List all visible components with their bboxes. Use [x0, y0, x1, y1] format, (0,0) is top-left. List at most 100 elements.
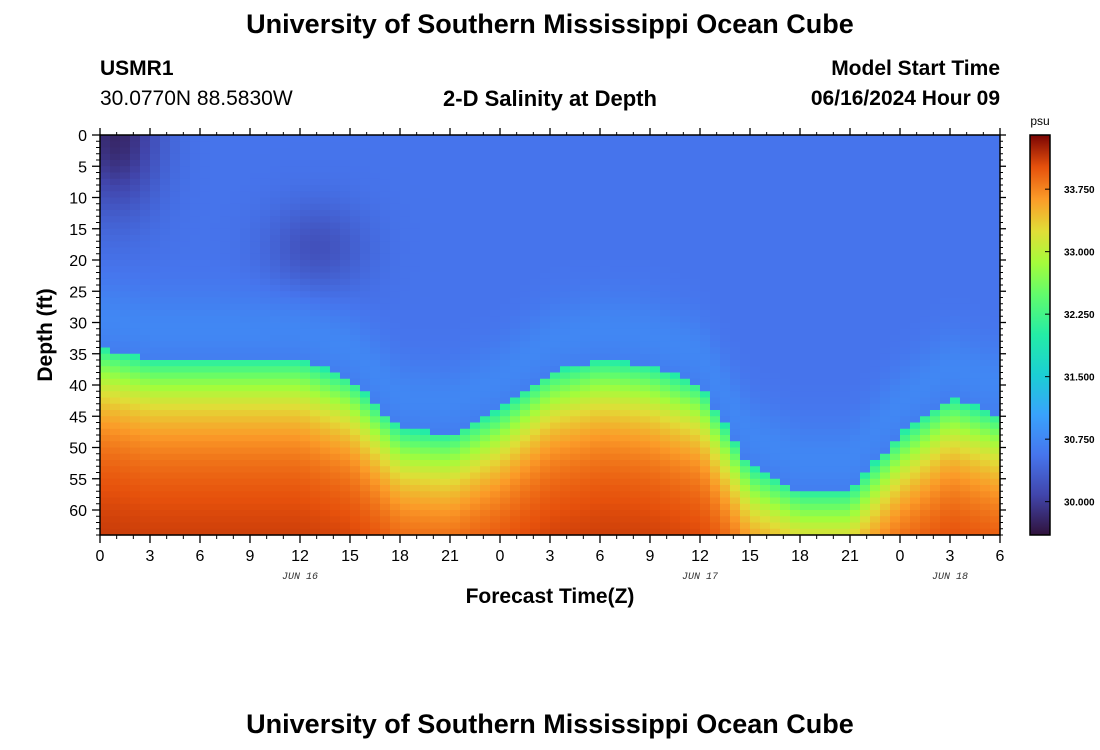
heatmap-cell	[810, 503, 821, 511]
heatmap-cell	[350, 366, 361, 374]
heatmap-cell	[230, 191, 241, 199]
heatmap-cell	[420, 353, 431, 361]
heatmap-cell	[590, 497, 601, 505]
heatmap-cell	[240, 210, 251, 217]
heatmap-cell	[640, 397, 651, 405]
heatmap-cell	[810, 247, 821, 255]
heatmap-cell	[670, 435, 681, 442]
heatmap-cell	[380, 385, 391, 392]
heatmap-cell	[540, 341, 551, 349]
heatmap-cell	[660, 410, 671, 417]
heatmap-cell	[180, 303, 191, 311]
heatmap-cell	[860, 222, 871, 230]
heatmap-cell	[380, 441, 391, 449]
heatmap-cell	[460, 228, 471, 236]
heatmap-cell	[540, 322, 551, 330]
heatmap-cell	[630, 403, 641, 411]
heatmap-cell	[120, 316, 131, 324]
heatmap-cell	[410, 303, 421, 311]
heatmap-cell	[270, 328, 281, 336]
heatmap-cell	[620, 353, 631, 361]
heatmap-cell	[680, 178, 691, 186]
heatmap-cell	[510, 453, 521, 461]
heatmap-cell	[840, 203, 851, 211]
heatmap-cell	[390, 297, 401, 305]
heatmap-cell	[330, 197, 341, 205]
heatmap-cell	[660, 503, 671, 511]
heatmap-cell	[210, 197, 221, 205]
heatmap-cell	[190, 141, 201, 149]
heatmap-cell	[860, 303, 871, 311]
heatmap-cell	[450, 385, 461, 392]
heatmap-cell	[720, 166, 731, 174]
heatmap-cell	[540, 422, 551, 430]
heatmap-cell	[110, 441, 121, 449]
heatmap-cell	[260, 153, 271, 161]
heatmap-cell	[520, 160, 531, 167]
heatmap-cell	[310, 216, 321, 224]
heatmap-cell	[200, 353, 211, 361]
heatmap-cell	[490, 460, 501, 467]
heatmap-cell	[820, 328, 831, 336]
heatmap-cell	[730, 222, 741, 230]
heatmap-cell	[870, 447, 881, 455]
heatmap-cell	[650, 203, 661, 211]
heatmap-cell	[770, 410, 781, 417]
heatmap-cell	[790, 178, 801, 186]
heatmap-cell	[350, 391, 361, 399]
heatmap-cell	[300, 141, 311, 149]
heatmap-cell	[710, 216, 721, 224]
heatmap-cell	[550, 428, 561, 436]
heatmap-cell	[220, 372, 231, 380]
heatmap-cell	[780, 528, 791, 536]
heatmap-cell	[600, 516, 611, 524]
heatmap-cell	[740, 491, 751, 499]
heatmap-cell	[800, 316, 811, 324]
heatmap-cell	[730, 291, 741, 299]
heatmap-cell	[270, 210, 281, 217]
heatmap-cell	[110, 222, 121, 230]
heatmap-cell	[620, 310, 631, 317]
heatmap-cell	[220, 185, 231, 192]
heatmap-cell	[590, 141, 601, 149]
heatmap-cell	[430, 391, 441, 399]
heatmap-cell	[270, 466, 281, 474]
heatmap-cell	[200, 222, 211, 230]
heatmap-cell	[180, 147, 191, 155]
heatmap-cell	[710, 210, 721, 217]
heatmap-cell	[380, 166, 391, 174]
heatmap-cell	[860, 272, 871, 280]
heatmap-cell	[820, 335, 831, 342]
heatmap-cell	[330, 210, 341, 217]
heatmap-cell	[330, 397, 341, 405]
heatmap-cell	[260, 522, 271, 530]
heatmap-cell	[780, 372, 791, 380]
heatmap-cell	[230, 241, 241, 249]
heatmap-cell	[580, 510, 591, 517]
heatmap-cell	[670, 528, 681, 536]
heatmap-cell	[450, 278, 461, 286]
heatmap-cell	[120, 222, 131, 230]
heatmap-cell	[200, 310, 211, 317]
heatmap-cell	[870, 285, 881, 292]
heatmap-cell	[340, 135, 351, 142]
heatmap-cell	[620, 435, 631, 442]
heatmap-cell	[600, 303, 611, 311]
heatmap-cell	[250, 510, 261, 517]
heatmap-cell	[140, 166, 151, 174]
heatmap-cell	[790, 228, 801, 236]
heatmap-cell	[350, 485, 361, 492]
heatmap-cell	[290, 422, 301, 430]
heatmap-cell	[460, 153, 471, 161]
heatmap-cell	[380, 310, 391, 317]
heatmap-cell	[220, 516, 231, 524]
heatmap-cell	[580, 316, 591, 324]
heatmap-cell	[460, 322, 471, 330]
heatmap-cell	[720, 503, 731, 511]
heatmap-cell	[200, 316, 211, 324]
heatmap-cell	[580, 160, 591, 167]
heatmap-cell	[840, 516, 851, 524]
heatmap-cell	[290, 441, 301, 449]
heatmap-cell	[650, 160, 661, 167]
heatmap-cell	[820, 260, 831, 267]
